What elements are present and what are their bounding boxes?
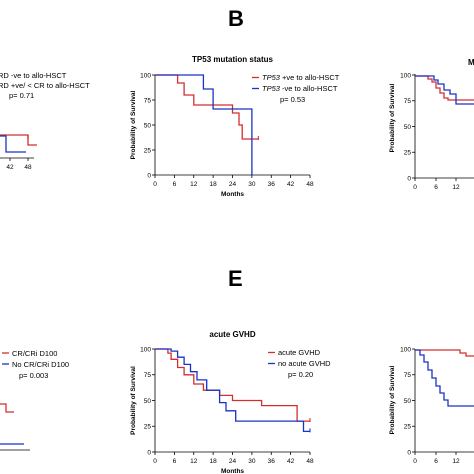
tp53-x-tick-12: 12 <box>190 181 198 188</box>
gvhd-x-tick-6: 6 <box>173 458 177 465</box>
partial_right_bottom-y-tick-0: 100 <box>400 346 411 353</box>
gvhd-y-tick-50: 50 <box>144 398 152 405</box>
tp53-series-0-line <box>155 74 259 140</box>
partial_right_bottom-y-tick-2: 50 <box>404 398 412 405</box>
partial_right_top-y-tick-2: 50 <box>404 124 412 131</box>
partial_right_top-y-tick-1: 75 <box>404 98 412 105</box>
left-top-tick-42: 42 <box>6 164 14 171</box>
gvhd-y-label: Probability of Survival <box>130 366 137 435</box>
gvhd-x-tick-24: 24 <box>229 458 237 465</box>
partial_right_top-y-tick-0: 100 <box>400 72 411 79</box>
left-bottom-legend-2: No CR/CRi D100 <box>12 360 69 369</box>
partial-left-bottom-panel: CR/CRi D100 No CR/CRi D100 p= 0.003 <box>0 349 69 451</box>
tp53-x-tick-18: 18 <box>210 181 218 188</box>
gvhd-x-tick-30: 30 <box>248 458 256 465</box>
right-top-title-fragment: M <box>468 58 474 67</box>
partial_right_top-x-tick-2: 12 <box>452 184 460 191</box>
gvhd-y-tick-0: 0 <box>147 449 151 456</box>
right-top-blue-curve <box>415 75 474 105</box>
left-bottom-legend-1: CR/CRi D100 <box>12 349 57 358</box>
left-top-red-curve <box>0 134 37 146</box>
panel-letter-b: B <box>228 6 244 31</box>
tp53-p-value: p= 0.53 <box>280 95 305 104</box>
partial_right_top-y-tick-3: 25 <box>404 150 412 157</box>
partial-left-top-panel: RD -ve to allo-HSCT RD +ve/ < CR to allo… <box>0 71 90 171</box>
tp53-y-tick-25: 25 <box>144 147 152 154</box>
tp53-survival-chart: TP53 mutation status 0 25 50 75 100 0 6 12 18 24 30… <box>130 55 340 198</box>
panel-letter-e: E <box>228 266 243 291</box>
tp53-x-tick-30: 30 <box>248 181 256 188</box>
tp53-y-tick-75: 75 <box>144 97 152 104</box>
gvhd-legend-0: acute GVHD <box>278 348 321 357</box>
partial_right_bottom-y-tick-3: 25 <box>404 424 412 431</box>
partial_right_bottom-y-tick-1: 75 <box>404 372 412 379</box>
tp53-legend-0: TP53 +ve to allo-HSCT <box>262 73 340 82</box>
gvhd-y-tick-100: 100 <box>140 346 151 353</box>
right-top-red-curve <box>415 75 474 101</box>
gvhd-survival-chart: acute GVHD 0 25 50 75 100 0 6 12 18 24 30 36 42 48 Mont… <box>130 330 331 474</box>
gvhd-y-tick-25: 25 <box>144 424 152 431</box>
partial_right_bottom-x-tick-1: 6 <box>434 458 438 465</box>
tp53-x-tick-48: 48 <box>306 181 314 188</box>
gvhd-x-tick-12: 12 <box>190 458 198 465</box>
partial-right-bottom-panel: Probability of Survival 100 75 50 25 0 0 6 12 <box>389 346 474 465</box>
gvhd-y-tick-75: 75 <box>144 372 152 379</box>
partial_right_bottom-x-tick-2: 12 <box>452 458 460 465</box>
gvhd-legend-1: no acute GVHD <box>278 359 331 368</box>
gvhd-series-0-line <box>155 348 310 422</box>
gvhd-series-1-line <box>155 348 310 433</box>
gvhd-x-tick-42: 42 <box>287 458 295 465</box>
gvhd-title: acute GVHD <box>209 330 255 339</box>
partial_right_bottom-y-tick-4: 0 <box>407 449 411 456</box>
gvhd-x-tick-18: 18 <box>210 458 218 465</box>
left-top-blue-curve <box>0 135 26 153</box>
tp53-y-label: Probability of Survival <box>130 90 137 159</box>
tp53-x-tick-24: 24 <box>229 181 237 188</box>
gvhd-x-tick-0: 0 <box>153 458 157 465</box>
tp53-x-label: Months <box>221 191 244 198</box>
partial_right_bottom-x-tick-0: 0 <box>413 458 417 465</box>
tp53-x-tick-42: 42 <box>287 181 295 188</box>
left-top-tick-48: 48 <box>24 164 32 171</box>
tp53-title: TP53 mutation status <box>192 55 273 64</box>
partial-right-top-panel: M Probability of Survival 100 75 50 25 0 0 6 1… <box>389 58 474 191</box>
tp53-legend-1: TP53 -ve to allo-HSCT <box>262 84 338 93</box>
tp53-y-tick-0: 0 <box>147 172 151 179</box>
gvhd-x-label: Months <box>221 468 244 474</box>
right-bottom-red-curve <box>415 349 474 357</box>
left-top-legend-2: RD +ve/ < CR to allo-HSCT <box>0 81 90 90</box>
right-bottom-blue-curve <box>415 349 474 407</box>
left-bottom-p-value: p= 0.003 <box>19 371 48 380</box>
gvhd-p-value: p= 0.20 <box>288 370 313 379</box>
tp53-x-tick-0: 0 <box>153 181 157 188</box>
tp53-y-tick-50: 50 <box>144 122 152 129</box>
right-top-y-label: Probability of Survival <box>389 83 396 152</box>
partial_right_top-y-tick-4: 0 <box>407 175 411 182</box>
tp53-y-tick-100: 100 <box>140 72 151 79</box>
partial_right_top-x-tick-0: 0 <box>413 184 417 191</box>
tp53-x-tick-6: 6 <box>173 181 177 188</box>
tp53-x-tick-36: 36 <box>268 181 276 188</box>
left-top-p-value: p= 0.71 <box>9 91 34 100</box>
left-top-legend-1: RD -ve to allo-HSCT <box>0 71 67 80</box>
right-bottom-y-label: Probability of Survival <box>389 365 396 434</box>
gvhd-x-tick-36: 36 <box>268 458 276 465</box>
gvhd-x-tick-48: 48 <box>306 458 314 465</box>
left-bottom-red-curve <box>0 403 14 413</box>
tp53-series-1-line <box>155 74 253 175</box>
partial_right_top-x-tick-1: 6 <box>434 184 438 191</box>
